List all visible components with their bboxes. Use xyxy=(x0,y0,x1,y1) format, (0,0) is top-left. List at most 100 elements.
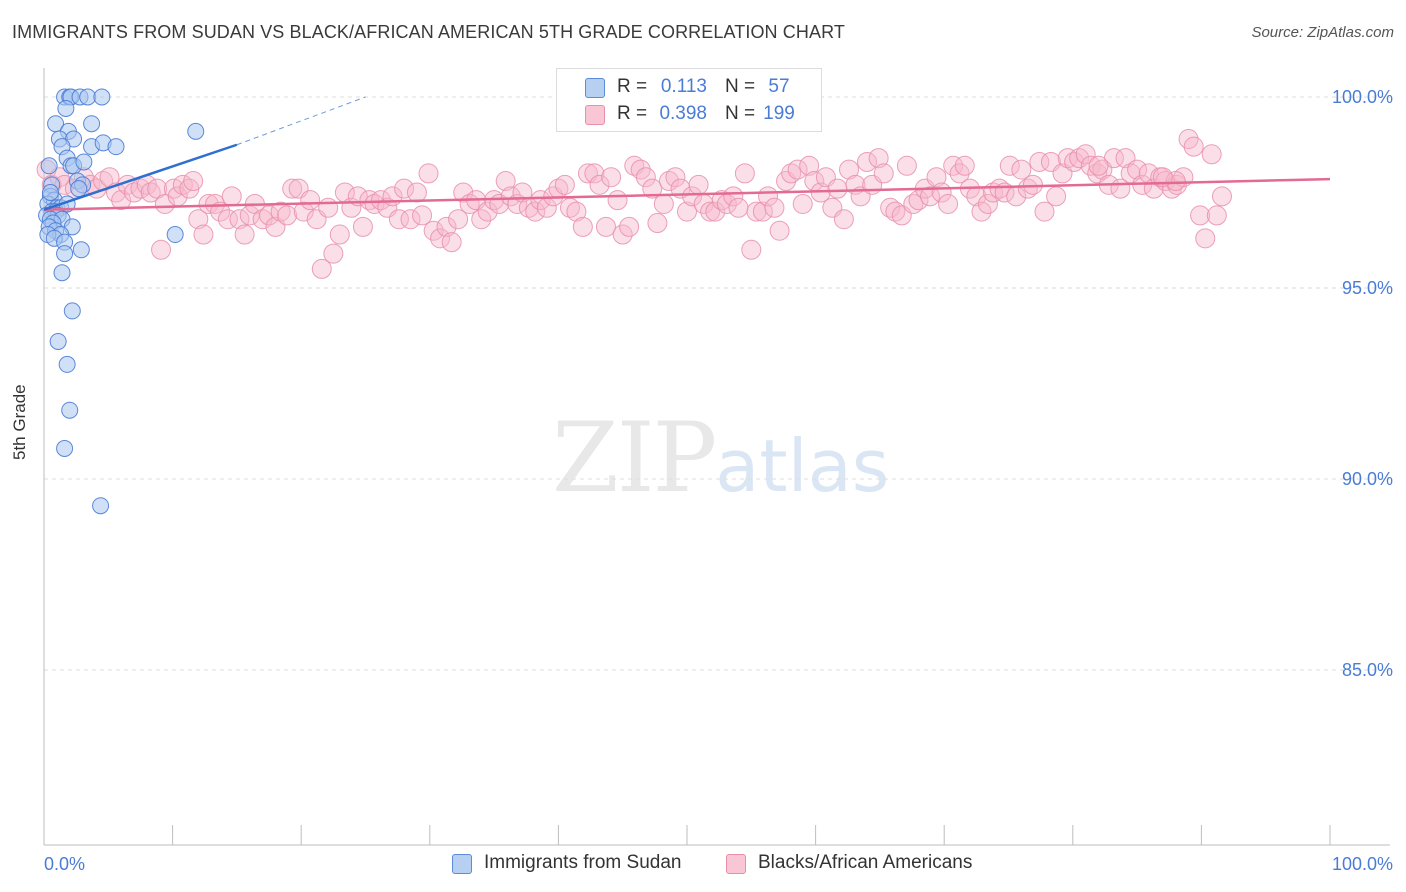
pink-point xyxy=(1183,136,1204,157)
pink-point xyxy=(787,159,808,180)
pink-point xyxy=(282,178,303,199)
pink-point xyxy=(1211,186,1232,207)
pink-point xyxy=(1201,144,1222,165)
pink-point xyxy=(642,178,663,199)
watermark-zip: ZIP xyxy=(552,402,717,514)
pink-point xyxy=(1127,159,1148,180)
pink-point xyxy=(999,155,1020,176)
pink-point xyxy=(270,201,291,222)
pink-point xyxy=(183,171,204,192)
blue-point xyxy=(61,401,79,419)
blue-point xyxy=(75,153,93,171)
watermark-atlas: atlas xyxy=(715,424,890,508)
pink-point xyxy=(926,167,947,188)
pink-point xyxy=(607,190,628,211)
pink-point xyxy=(193,224,214,245)
pink-point xyxy=(723,186,744,207)
pink-point xyxy=(130,178,151,199)
y-tick-label: 90.0% xyxy=(1342,469,1393,489)
pink-point xyxy=(329,224,350,245)
pink-point xyxy=(430,228,451,249)
chart-title: IMMIGRANTS FROM SUDAN VS BLACK/AFRICAN A… xyxy=(12,22,845,42)
pink-point xyxy=(799,155,820,176)
pink-point xyxy=(954,155,975,176)
pink-point xyxy=(124,182,145,203)
bottom-legend-swatch-blue xyxy=(452,854,472,874)
pink-point xyxy=(154,193,175,214)
trend-line-sudan-extension xyxy=(236,96,366,146)
pink-point xyxy=(584,163,605,184)
legend-r-value: 0.113 xyxy=(660,76,707,97)
tick-labels: 100.0% 95.0% 90.0% 85.0% 0.0% 100.0% xyxy=(44,87,1393,874)
blue-point xyxy=(58,355,76,373)
pink-point xyxy=(688,174,709,195)
pink-point xyxy=(1029,151,1050,172)
correlation-legend: R = 0.113 N = 57 R = 0.398 N = 199 xyxy=(556,68,822,132)
pink-point xyxy=(635,167,656,188)
pink-point xyxy=(441,232,462,253)
pink-point xyxy=(566,201,587,222)
pink-point xyxy=(885,201,906,222)
y-tick-label: 95.0% xyxy=(1342,278,1393,298)
pink-point xyxy=(234,224,255,245)
legend-row-sudan: R = 0.113 N = 57 xyxy=(557,74,821,100)
blue-point xyxy=(83,115,101,133)
pink-point xyxy=(418,163,439,184)
pink-point xyxy=(140,182,161,203)
pink-point xyxy=(436,216,457,237)
pink-point xyxy=(252,209,273,230)
pink-point xyxy=(1195,228,1216,249)
pink-point xyxy=(833,209,854,230)
pink-point xyxy=(839,159,860,180)
pink-point xyxy=(1165,171,1186,192)
pink-point xyxy=(682,186,703,207)
pink-point xyxy=(172,174,193,195)
pink-point xyxy=(293,201,314,222)
pink-point xyxy=(277,205,298,226)
pink-point xyxy=(111,190,132,211)
pink-point xyxy=(705,201,726,222)
legend-swatch-blue xyxy=(585,78,605,98)
blue-point xyxy=(57,99,75,117)
bottom-legend-swatch-pink xyxy=(726,854,746,874)
blue-point xyxy=(93,88,111,106)
pink-point xyxy=(221,186,242,207)
pink-point xyxy=(525,201,546,222)
pink-point xyxy=(977,193,998,214)
pink-point xyxy=(364,193,385,214)
pink-point xyxy=(857,151,878,172)
pink-point xyxy=(601,167,622,188)
legend-n-label: N = xyxy=(725,103,756,124)
blue-point xyxy=(63,302,81,320)
pink-point xyxy=(198,193,219,214)
pink-point xyxy=(229,209,250,230)
y-tick-label: 100.0% xyxy=(1332,87,1393,107)
pink-point xyxy=(896,155,917,176)
pink-point xyxy=(595,216,616,237)
blue-point xyxy=(40,157,58,175)
pink-point xyxy=(1190,205,1211,226)
blue-point xyxy=(53,264,71,282)
pink-point xyxy=(259,205,280,226)
legend-n-value: 199 xyxy=(763,103,795,124)
pink-point xyxy=(781,163,802,184)
pink-point xyxy=(619,216,640,237)
pink-point xyxy=(1075,144,1096,165)
series-immigrants-from-sudan xyxy=(38,88,205,515)
legend-row-black: R = 0.398 N = 199 xyxy=(557,101,821,127)
pink-point xyxy=(1088,155,1109,176)
pink-point xyxy=(647,213,668,234)
pink-point xyxy=(653,193,674,214)
legend-r-value: 0.398 xyxy=(659,103,707,124)
pink-point xyxy=(352,216,373,237)
blue-point xyxy=(79,88,97,106)
pink-point xyxy=(151,239,172,260)
pink-point xyxy=(318,197,339,218)
pink-point xyxy=(217,209,238,230)
pink-point xyxy=(388,209,409,230)
blue-point xyxy=(187,122,205,140)
pink-point xyxy=(658,171,679,192)
pink-point xyxy=(448,209,469,230)
pink-point xyxy=(665,167,686,188)
